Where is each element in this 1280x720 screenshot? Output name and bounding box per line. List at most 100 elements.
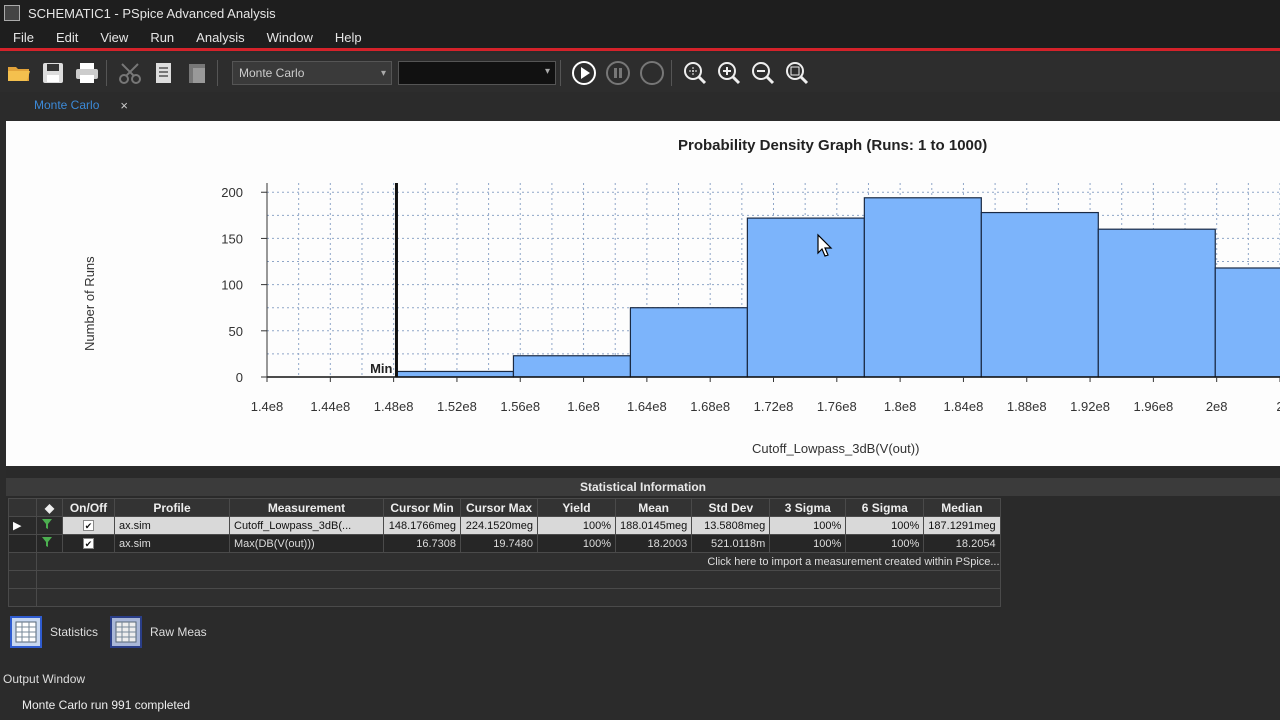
col-profile[interactable]: Profile bbox=[114, 498, 230, 517]
histogram-bar bbox=[1097, 228, 1216, 378]
col-marker: ◆ bbox=[36, 498, 63, 517]
zoom-area-icon[interactable] bbox=[782, 58, 812, 88]
x-tick-label: 1.92e8 bbox=[1070, 399, 1110, 414]
menu-edit[interactable]: Edit bbox=[55, 29, 79, 45]
save-icon[interactable] bbox=[38, 58, 68, 88]
y-tick-label: 50 bbox=[229, 324, 243, 339]
bottom-tabs: Statistics Raw Meas bbox=[0, 612, 1280, 656]
table-row[interactable]: ▶ ✔ ax.sim Cutoff_Lowpass_3dB(... 148.17… bbox=[8, 516, 1271, 535]
row-selector[interactable] bbox=[8, 534, 37, 553]
cursor-max-cell: 224.1520meg bbox=[460, 516, 538, 535]
zoom-fit-icon[interactable] bbox=[680, 58, 710, 88]
output-window-header: Output Window bbox=[3, 672, 86, 686]
measurement-select[interactable] bbox=[398, 61, 556, 85]
menu-window[interactable]: Window bbox=[266, 29, 313, 45]
toolbar-separator bbox=[217, 60, 218, 86]
col-6-sigma[interactable]: 6 Sigma bbox=[845, 498, 925, 517]
menu-file[interactable]: File bbox=[13, 29, 34, 45]
col-cursor-min[interactable]: Cursor Min bbox=[383, 498, 461, 517]
col-yield[interactable]: Yield bbox=[537, 498, 616, 517]
import-measurement-link[interactable]: Click here to import a measurement creat… bbox=[36, 552, 1001, 571]
empty-cell bbox=[36, 588, 1001, 607]
yield-cell: 100% bbox=[537, 534, 616, 553]
x-tick-label: 2e8 bbox=[1206, 399, 1228, 414]
col-std-dev[interactable]: Std Dev bbox=[691, 498, 771, 517]
menu-view[interactable]: View bbox=[100, 29, 129, 45]
document-tabs: Monte Carlo × bbox=[0, 92, 1280, 118]
histogram-bar bbox=[980, 211, 1099, 378]
copy-icon[interactable] bbox=[149, 58, 179, 88]
cursor-min-cell: 16.7308 bbox=[383, 534, 461, 553]
col-measurement[interactable]: Measurement bbox=[229, 498, 384, 517]
pause-icon[interactable] bbox=[603, 58, 633, 88]
row-filler bbox=[999, 516, 1271, 535]
row-selector[interactable] bbox=[8, 570, 37, 589]
x-tick-label: 1.44e8 bbox=[310, 399, 350, 414]
tab-raw-meas[interactable]: Raw Meas bbox=[110, 616, 207, 648]
x-tick-label: 2 bbox=[1276, 399, 1280, 414]
measurement-cell: Cutoff_Lowpass_3dB(... bbox=[229, 516, 384, 535]
open-folder-icon[interactable] bbox=[4, 58, 34, 88]
x-tick-label: 1.8e8 bbox=[884, 399, 917, 414]
menu-analysis[interactable]: Analysis bbox=[196, 29, 245, 45]
row-selector-header bbox=[8, 498, 37, 517]
import-hint-text: Click here to import a measurement creat… bbox=[707, 555, 1000, 568]
col-median[interactable]: Median bbox=[923, 498, 1001, 517]
sigma3-cell: 100% bbox=[769, 516, 847, 535]
profile-select[interactable]: Monte Carlo bbox=[232, 61, 392, 85]
menu-run[interactable]: Run bbox=[150, 29, 175, 45]
x-tick-label: 1.76e8 bbox=[817, 399, 857, 414]
x-tick-label: 1.64e8 bbox=[627, 399, 667, 414]
zoom-in-icon[interactable] bbox=[714, 58, 744, 88]
output-message: Monte Carlo run 991 completed bbox=[22, 698, 191, 712]
table-row[interactable] bbox=[8, 570, 1271, 589]
table-row[interactable]: ✔ ax.sim Max(DB(V(out))) 16.7308 19.7480… bbox=[8, 534, 1271, 553]
col-cursor-max[interactable]: Cursor Max bbox=[460, 498, 538, 517]
histogram-bar bbox=[1214, 267, 1280, 378]
table-row[interactable] bbox=[8, 588, 1271, 607]
cut-icon[interactable] bbox=[115, 58, 145, 88]
tab-label: Monte Carlo bbox=[34, 98, 100, 112]
col-mean[interactable]: Mean bbox=[614, 498, 693, 517]
row-selector[interactable] bbox=[8, 588, 37, 607]
profile-cell: ax.sim bbox=[114, 534, 230, 553]
title-bar: SCHEMATIC1 - PSpice Advanced Analysis bbox=[0, 0, 1280, 26]
statistics-grid-icon bbox=[10, 616, 42, 648]
x-tick-label: 1.84e8 bbox=[944, 399, 984, 414]
x-tick-label: 1.88e8 bbox=[1007, 399, 1047, 414]
sigma6-cell: 100% bbox=[845, 534, 925, 553]
y-tick-label: 0 bbox=[236, 370, 243, 385]
close-icon[interactable]: × bbox=[120, 97, 128, 113]
run-icon[interactable] bbox=[569, 58, 599, 88]
row-checkbox[interactable]: ✔ bbox=[62, 516, 115, 535]
row-checkbox[interactable]: ✔ bbox=[62, 534, 115, 553]
stop-icon[interactable] bbox=[637, 58, 667, 88]
row-filler bbox=[999, 570, 1271, 589]
toolbar-separator bbox=[671, 60, 672, 86]
histogram-chart[interactable]: 0 50 100 150 200 1.4e8 1.44e8 1.48e8 1.52e8 1.56e… bbox=[6, 121, 1280, 466]
col-on-off[interactable]: On/Off bbox=[62, 498, 115, 517]
std-dev-cell: 521.0118m bbox=[691, 534, 771, 553]
x-tick-label: 1.96e8 bbox=[1133, 399, 1173, 414]
median-cell: 18.2054 bbox=[923, 534, 1001, 553]
toolbar-separator bbox=[560, 60, 561, 86]
row-selector[interactable] bbox=[8, 552, 37, 571]
raw-meas-grid-icon bbox=[110, 616, 142, 648]
stats-table: ◆ On/Off Profile Measurement Cursor Min … bbox=[8, 498, 1271, 607]
table-row[interactable]: Click here to import a measurement creat… bbox=[8, 552, 1271, 571]
mean-cell: 18.2003 bbox=[614, 534, 693, 553]
tab-monte-carlo[interactable]: Monte Carlo × bbox=[8, 94, 136, 116]
histogram-bar bbox=[629, 307, 748, 378]
print-icon[interactable] bbox=[72, 58, 102, 88]
stats-header: Statistical Information bbox=[6, 478, 1280, 496]
zoom-out-icon[interactable] bbox=[748, 58, 778, 88]
row-filler bbox=[999, 552, 1271, 571]
row-selector[interactable]: ▶ bbox=[8, 516, 37, 535]
statistics-panel: Statistical Information ◆ On/Off Profile… bbox=[6, 470, 1280, 610]
yield-cell: 100% bbox=[537, 516, 616, 535]
col-3-sigma[interactable]: 3 Sigma bbox=[769, 498, 847, 517]
tab-statistics[interactable]: Statistics bbox=[10, 616, 98, 648]
sigma6-cell: 100% bbox=[845, 516, 925, 535]
menu-help[interactable]: Help bbox=[334, 29, 362, 45]
paste-icon[interactable] bbox=[183, 58, 213, 88]
